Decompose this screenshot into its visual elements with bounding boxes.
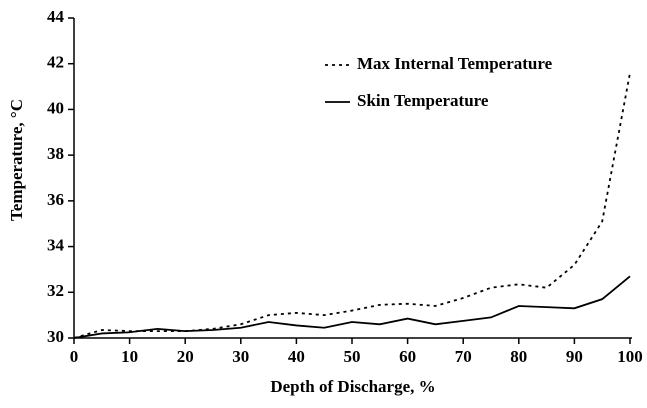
y-tick-label: 44 (47, 7, 65, 26)
y-tick-label: 38 (47, 144, 64, 163)
x-tick-label: 70 (455, 347, 472, 366)
x-tick-label: 100 (617, 347, 643, 366)
x-tick-label: 80 (510, 347, 527, 366)
x-axis-label: Depth of Discharge, % (270, 377, 435, 396)
x-tick-label: 40 (288, 347, 305, 366)
x-tick-label: 20 (177, 347, 194, 366)
y-tick-label: 42 (47, 53, 64, 72)
x-tick-label: 30 (232, 347, 249, 366)
series-line (73, 72, 631, 339)
legend-label: Max Internal Temperature (357, 54, 553, 73)
y-tick-label: 30 (47, 327, 64, 346)
x-tick-label: 60 (399, 347, 416, 366)
x-tick-label: 90 (566, 347, 583, 366)
x-tick-label: 50 (344, 347, 361, 366)
x-tick-label: 10 (121, 347, 138, 366)
y-tick-label: 36 (47, 190, 64, 209)
legend-label: Skin Temperature (357, 91, 489, 110)
y-axis-label: Temperature, °C (7, 99, 26, 221)
y-tick-label: 32 (47, 281, 64, 300)
series-line (73, 275, 631, 339)
x-tick-label: 0 (70, 347, 79, 366)
y-tick-label: 40 (47, 98, 64, 117)
y-tick-label: 34 (47, 235, 65, 254)
